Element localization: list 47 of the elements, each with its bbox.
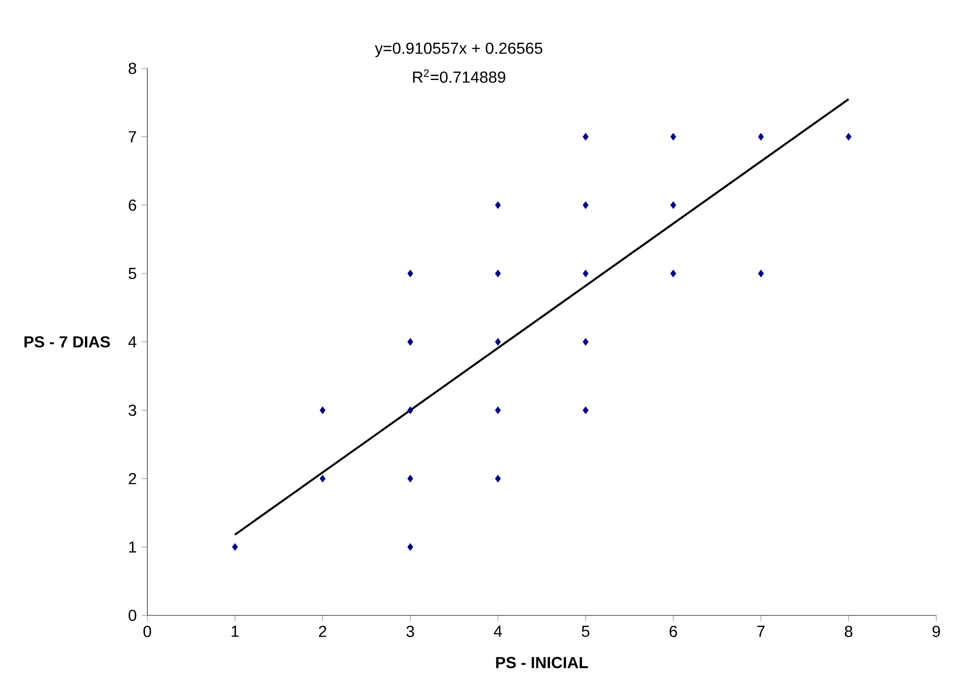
x-axis-title: PS - INICIAL xyxy=(496,656,588,668)
point xyxy=(582,406,588,414)
point xyxy=(582,132,588,140)
point xyxy=(495,270,501,278)
point xyxy=(670,132,676,140)
point xyxy=(407,338,414,346)
y-tick-label: 0 xyxy=(128,610,136,621)
point xyxy=(582,201,588,209)
point xyxy=(495,338,501,346)
text: y=0.910557x + 0.26565 xyxy=(374,42,542,58)
annotation: R$^{2}$=0.714889 xyxy=(413,69,506,83)
x-tick-label: 6 xyxy=(670,626,678,638)
x-tick-label: 5 xyxy=(582,626,590,637)
point xyxy=(320,474,326,482)
y-tick-label: 5 xyxy=(128,268,136,280)
y-tick-label: 7 xyxy=(128,131,136,142)
x-tick-label: 8 xyxy=(844,626,852,638)
x-tick-label: 3 xyxy=(406,626,414,638)
y-tick-label: 1 xyxy=(129,541,136,552)
point xyxy=(670,270,676,278)
y-tick-label: 3 xyxy=(128,404,136,416)
point xyxy=(407,543,414,551)
point xyxy=(758,270,764,278)
point xyxy=(670,201,676,209)
y-tick-label: 6 xyxy=(128,199,136,211)
point xyxy=(320,406,326,414)
x-tick-label: 7 xyxy=(757,626,765,637)
point xyxy=(582,270,588,278)
y-tick-label: 8 xyxy=(128,62,136,74)
point xyxy=(495,406,501,414)
point xyxy=(407,406,414,414)
y-axis-title: PS - 7 DIAS xyxy=(24,336,110,348)
x-tick-label: 2 xyxy=(318,626,326,637)
point xyxy=(758,132,764,140)
point xyxy=(232,543,238,551)
point xyxy=(582,338,588,346)
x-tick-label: 4 xyxy=(494,626,502,637)
point xyxy=(407,270,414,278)
x-tick-label: 0 xyxy=(143,626,152,638)
x-tick-label: 1 xyxy=(232,626,239,637)
point xyxy=(495,474,501,482)
point xyxy=(846,132,852,140)
y-tick-label: 4 xyxy=(128,336,136,348)
y-tick-label: 2 xyxy=(128,473,136,484)
x-tick-label: 9 xyxy=(932,626,940,638)
point xyxy=(495,201,501,209)
point xyxy=(407,474,414,482)
